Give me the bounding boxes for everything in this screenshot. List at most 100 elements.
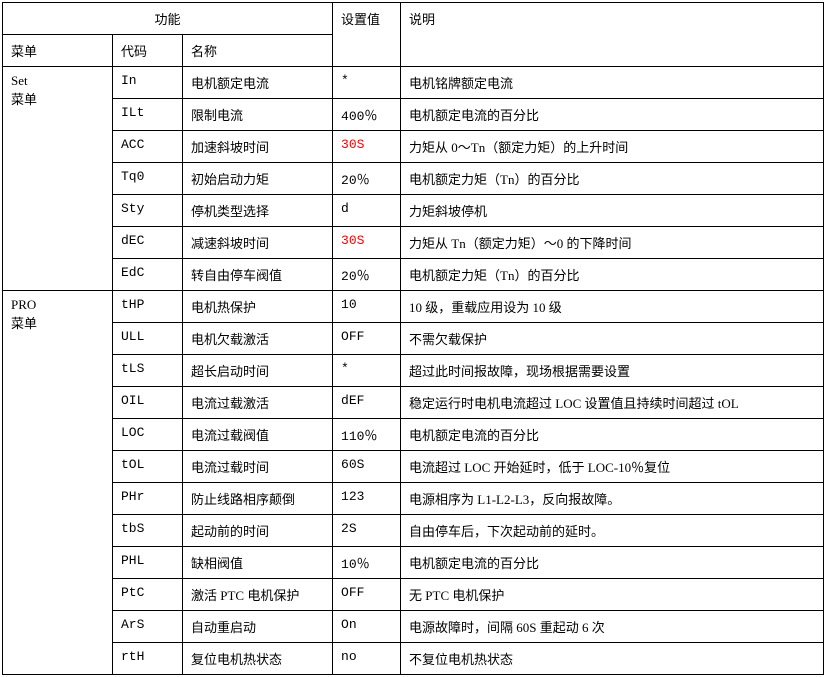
desc-cell: 电源故障时，间隔 60S 重起动 6 次 [401,611,824,643]
table-row: tLS超长启动时间*超过此时间报故障，现场根据需要设置 [3,355,824,387]
desc-cell: 10 级，重载应用设为 10 级 [401,291,824,323]
name-cell: 电流过载激活 [183,387,333,419]
table-row: tOL电流过载时间60S电流超过 LOC 开始延时，低于 LOC-10％复位 [3,451,824,483]
value-cell: 10％ [333,547,401,579]
code-cell: EdC [113,259,183,291]
desc-cell: 力矩斜坡停机 [401,195,824,227]
name-cell: 防止线路相序颠倒 [183,483,333,515]
desc-cell: 不复位电机热状态 [401,643,824,675]
desc-cell: 电机额定电流的百分比 [401,99,824,131]
parameters-table: 功能 设置值 说明 菜单 代码 名称 Set 菜单In电机额定电流*电机铭牌额定… [2,2,824,675]
name-cell: 停机类型选择 [183,195,333,227]
desc-cell: 电源相序为 L1-L2-L3，反向报故障。 [401,483,824,515]
desc-cell: 电机铭牌额定电流 [401,67,824,99]
table-row: ULL电机欠载激活OFF不需欠载保护 [3,323,824,355]
code-cell: Tq0 [113,163,183,195]
value-cell: OFF [333,323,401,355]
desc-cell: 力矩从 0～Tn（额定力矩）的上升时间 [401,131,824,163]
value-cell: OFF [333,579,401,611]
table-row: LOC电流过载阀值110％电机额定电流的百分比 [3,419,824,451]
name-cell: 激活 PTC 电机保护 [183,579,333,611]
value-cell: 400％ [333,99,401,131]
header-name: 名称 [183,35,333,67]
code-cell: ACC [113,131,183,163]
value-cell: 30S [333,131,401,163]
desc-cell: 不需欠载保护 [401,323,824,355]
desc-cell: 电机额定力矩（Tn）的百分比 [401,163,824,195]
code-cell: OIL [113,387,183,419]
desc-cell: 超过此时间报故障，现场根据需要设置 [401,355,824,387]
header-setvalue: 设置值 [333,3,401,67]
desc-cell: 电流超过 LOC 开始延时，低于 LOC-10％复位 [401,451,824,483]
header-description: 说明 [401,3,824,67]
name-cell: 电流过载阀值 [183,419,333,451]
value-cell: 123 [333,483,401,515]
name-cell: 限制电流 [183,99,333,131]
code-cell: Sty [113,195,183,227]
table-row: dEC减速斜坡时间30S力矩从 Tn（额定力矩）～0 的下降时间 [3,227,824,259]
desc-cell: 无 PTC 电机保护 [401,579,824,611]
value-cell: 60S [333,451,401,483]
code-cell: ILt [113,99,183,131]
name-cell: 电机欠载激活 [183,323,333,355]
name-cell: 加速斜坡时间 [183,131,333,163]
desc-cell: 电机额定电流的百分比 [401,419,824,451]
name-cell: 初始启动力矩 [183,163,333,195]
name-cell: 电机额定电流 [183,67,333,99]
header-row-1: 功能 设置值 说明 [3,3,824,35]
table-row: rtH复位电机热状态no不复位电机热状态 [3,643,824,675]
value-cell: * [333,355,401,387]
code-cell: In [113,67,183,99]
header-code: 代码 [113,35,183,67]
value-cell: * [333,67,401,99]
table-row: tbS起动前的时间2S自由停车后，下次起动前的延时。 [3,515,824,547]
value-cell: no [333,643,401,675]
code-cell: rtH [113,643,183,675]
table-row: PRO 菜单tHP电机热保护1010 级，重载应用设为 10 级 [3,291,824,323]
table-row: EdC转自由停车阀值20％电机额定力矩（Tn）的百分比 [3,259,824,291]
table-row: ACC加速斜坡时间30S力矩从 0～Tn（额定力矩）的上升时间 [3,131,824,163]
table-row: ILt限制电流400％电机额定电流的百分比 [3,99,824,131]
code-cell: tLS [113,355,183,387]
value-cell: 110％ [333,419,401,451]
code-cell: dEC [113,227,183,259]
value-cell: d [333,195,401,227]
table-row: PHr防止线路相序颠倒123电源相序为 L1-L2-L3，反向报故障。 [3,483,824,515]
code-cell: PtC [113,579,183,611]
header-function: 功能 [3,3,333,35]
name-cell: 电流过载时间 [183,451,333,483]
code-cell: PHr [113,483,183,515]
desc-cell: 电机额定力矩（Tn）的百分比 [401,259,824,291]
value-cell: On [333,611,401,643]
desc-cell: 稳定运行时电机电流超过 LOC 设置值且持续时间超过 tOL [401,387,824,419]
value-cell: 20％ [333,163,401,195]
name-cell: 起动前的时间 [183,515,333,547]
name-cell: 缺相阀值 [183,547,333,579]
value-cell: 2S [333,515,401,547]
code-cell: tHP [113,291,183,323]
table-row: OIL电流过载激活dEF稳定运行时电机电流超过 LOC 设置值且持续时间超过 t… [3,387,824,419]
desc-cell: 电机额定电流的百分比 [401,547,824,579]
code-cell: LOC [113,419,183,451]
table-row: Sty停机类型选择d力矩斜坡停机 [3,195,824,227]
header-menu: 菜单 [3,35,113,67]
name-cell: 超长启动时间 [183,355,333,387]
menu-cell: Set 菜单 [3,67,113,291]
table-row: PtC激活 PTC 电机保护OFF无 PTC 电机保护 [3,579,824,611]
name-cell: 电机热保护 [183,291,333,323]
menu-cell: PRO 菜单 [3,291,113,675]
desc-cell: 力矩从 Tn（额定力矩）～0 的下降时间 [401,227,824,259]
code-cell: ULL [113,323,183,355]
table-row: PHL缺相阀值10％电机额定电流的百分比 [3,547,824,579]
code-cell: PHL [113,547,183,579]
value-cell: 10 [333,291,401,323]
value-cell: 30S [333,227,401,259]
name-cell: 转自由停车阀值 [183,259,333,291]
value-cell: 20％ [333,259,401,291]
name-cell: 减速斜坡时间 [183,227,333,259]
name-cell: 复位电机热状态 [183,643,333,675]
table-row: ArS自动重启动On电源故障时，间隔 60S 重起动 6 次 [3,611,824,643]
code-cell: ArS [113,611,183,643]
code-cell: tOL [113,451,183,483]
desc-cell: 自由停车后，下次起动前的延时。 [401,515,824,547]
